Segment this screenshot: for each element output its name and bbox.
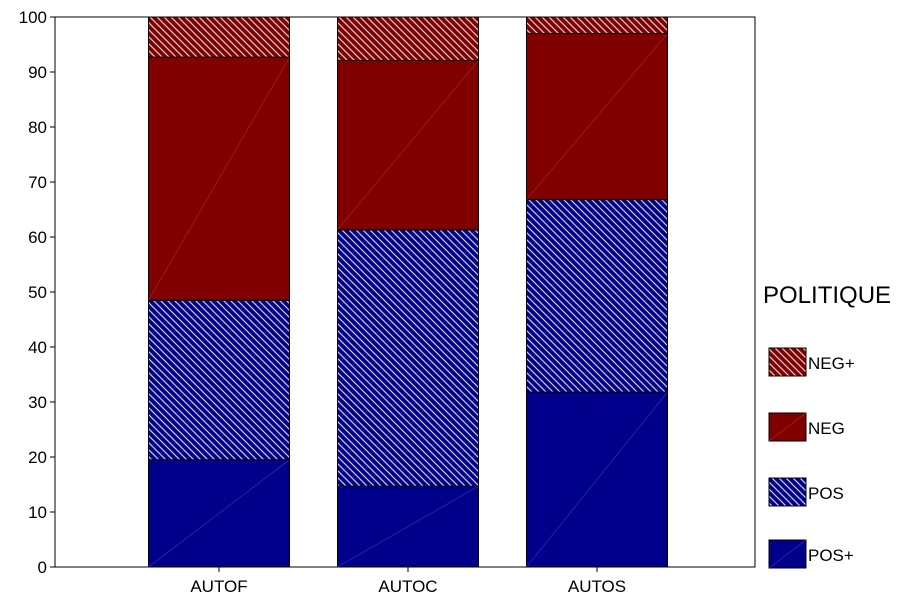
legend-swatch-neg-plus: [768, 347, 807, 377]
legend-swatch-pos: [768, 477, 807, 507]
legend-label: NEG+: [808, 354, 855, 373]
y-tick-label: 50: [28, 283, 47, 302]
y-tick-label: 80: [28, 118, 47, 137]
bar-segment-autos-pos: [526, 199, 668, 393]
x-tick-label: AUTOC: [378, 577, 437, 596]
bar-segment-texture-line: [337, 485, 479, 568]
bar-segment-texture-line: [526, 33, 668, 200]
x-tick-label: AUTOS: [568, 577, 626, 596]
legend-swatch-texture-line: [768, 412, 807, 442]
legend-label: NEG: [808, 419, 845, 438]
bar-segment-texture-line: [337, 60, 479, 231]
x-axis: AUTOF AUTOC AUTOS: [190, 567, 626, 596]
bar-segment-autoc-pos: [337, 229, 479, 487]
y-tick-label: 0: [38, 558, 47, 577]
legend-label: POS+: [808, 546, 854, 565]
y-tick-label: 20: [28, 448, 47, 467]
y-tick-label: 40: [28, 338, 47, 357]
y-tick-label: 60: [28, 228, 47, 247]
bar-segment-autof-pos: [148, 299, 290, 461]
bar-segment-texture-line: [526, 391, 668, 568]
bar-segment-texture-line: [148, 459, 290, 568]
bars: [148, 16, 668, 568]
bar-segment-autoc-neg-plus: [337, 16, 479, 61]
legend-label: POS: [808, 484, 844, 503]
legend: POLITIQUE NEG+ NEG POS POS+: [763, 282, 891, 569]
y-tick-label: 30: [28, 393, 47, 412]
y-axis: 0 10 20 30 40 50 60 70 80 90 100: [19, 8, 55, 577]
x-tick-label: AUTOF: [190, 577, 247, 596]
bar-segment-autos-neg-plus: [526, 16, 668, 34]
bar-segment-texture-line: [148, 56, 290, 301]
bar-segment-autof-neg-plus: [148, 16, 290, 58]
y-tick-label: 70: [28, 173, 47, 192]
legend-swatch-texture-line: [768, 539, 807, 569]
y-tick-label: 100: [19, 8, 47, 27]
y-tick-label: 90: [28, 63, 47, 82]
legend-title: POLITIQUE: [763, 282, 891, 309]
y-tick-label: 10: [28, 503, 47, 522]
